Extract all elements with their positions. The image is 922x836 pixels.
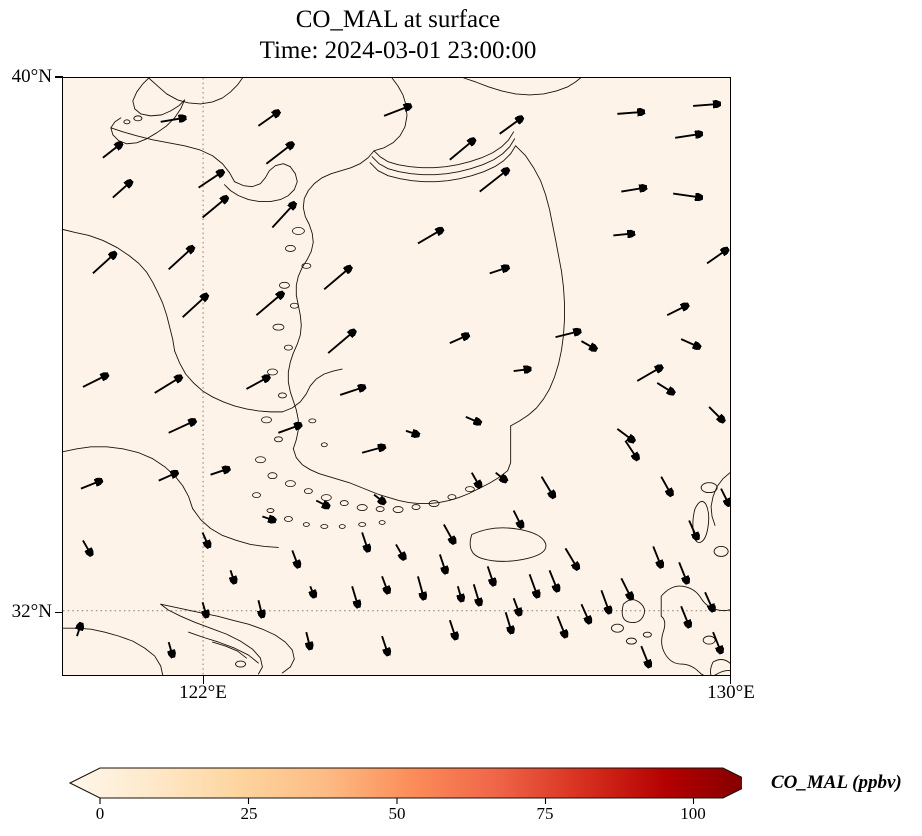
coast-honshu-west xyxy=(710,472,730,526)
island-jeju xyxy=(469,527,547,562)
islet-bohai-a xyxy=(133,115,143,122)
map-plot-area[interactable] xyxy=(62,77,731,676)
coast-hangzhou-inner xyxy=(188,631,259,664)
figure-title-block: CO_MAL at surface Time: 2024-03-01 23:00… xyxy=(0,4,796,66)
korea-islands xyxy=(252,227,475,529)
coast-shandong-south xyxy=(224,166,298,203)
coast-shandong-north xyxy=(110,127,235,183)
xtick-label-122E: 122°E xyxy=(179,682,227,703)
islet-zhoushan xyxy=(235,660,246,668)
colorbar-tick-0: 0 xyxy=(95,804,105,823)
colorbar-ticks xyxy=(99,798,695,804)
dmz-line-3 xyxy=(369,145,517,183)
coast-china-mid2 xyxy=(192,508,279,548)
dmz-line-1 xyxy=(373,131,515,169)
islet-south-a xyxy=(702,635,716,645)
coast-china-mid xyxy=(63,446,194,510)
coast-korea-east xyxy=(510,145,565,427)
coast-kyushu-islets xyxy=(621,599,646,623)
coast-yangtze-north xyxy=(281,368,343,413)
coast-shandong-tip xyxy=(234,163,291,188)
coast-nk-northeast xyxy=(463,78,581,96)
page-title: CO_MAL at surface xyxy=(295,6,501,33)
colorbar-gradient-bar xyxy=(68,767,742,799)
coast-korea-sw xyxy=(292,425,512,505)
coast-nk-west xyxy=(373,78,408,152)
xtick-mark-130E xyxy=(730,676,732,684)
wind-vector-layer xyxy=(77,104,729,666)
ytick-mark-32N xyxy=(55,611,63,613)
islet-bohai-b xyxy=(123,119,131,125)
colorbar-tick-25: 25 xyxy=(240,804,258,823)
coast-liaodong xyxy=(148,78,243,105)
coastline-layer xyxy=(63,78,730,675)
ytick-label-40N: 40°N xyxy=(11,66,52,87)
islet-goto-c xyxy=(642,631,652,638)
colorbar-tick-50: 50 xyxy=(388,804,406,823)
map-graphics xyxy=(63,78,730,675)
graticule-gridlines xyxy=(63,78,730,675)
xtick-mark-122E xyxy=(202,676,204,684)
islet-oki xyxy=(700,482,718,494)
coast-bohai-west xyxy=(132,78,186,117)
colorbar-tick-75: 75 xyxy=(536,804,554,823)
coast-hangzhou-bay xyxy=(160,603,263,675)
coast-kyushu-nw xyxy=(660,585,730,675)
coast-korea-west xyxy=(287,150,375,450)
island-iki xyxy=(713,545,729,557)
wind-arrows xyxy=(77,104,729,666)
colorbar-tick-100: 100 xyxy=(680,804,706,823)
coast-japan-south xyxy=(710,659,730,675)
islet-goto-b xyxy=(625,637,637,645)
coast-zhoushan-a xyxy=(212,641,247,659)
coast-liaodong-pen xyxy=(110,99,186,145)
islet-goto-a xyxy=(611,623,624,633)
ytick-label-32N: 32°N xyxy=(11,601,52,622)
xtick-label-130E: 130°E xyxy=(707,682,755,703)
colorbar-label: CO_MAL (ppbv) xyxy=(771,772,902,793)
dmz-line-2 xyxy=(371,138,516,176)
coast-jiangsu xyxy=(174,350,283,413)
figure-subtitle-time: Time: 2024-03-01 23:00:00 xyxy=(259,37,537,64)
coast-china-east xyxy=(63,229,176,352)
ytick-mark-40N xyxy=(55,76,63,78)
coast-yangtze-mouth xyxy=(160,603,295,674)
colorbar-graphic xyxy=(68,767,742,804)
